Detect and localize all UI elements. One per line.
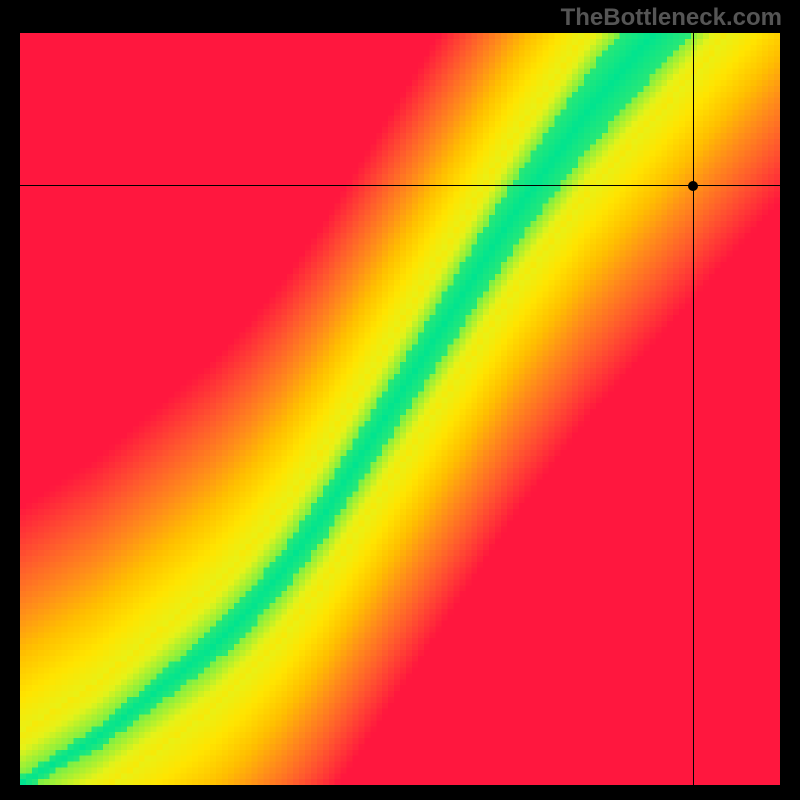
chart-container: TheBottleneck.com — [0, 0, 800, 800]
crosshair-horizontal — [20, 185, 780, 186]
crosshair-dot — [688, 181, 698, 191]
heatmap-canvas — [20, 33, 780, 785]
watermark-text: TheBottleneck.com — [561, 4, 782, 32]
crosshair-vertical — [693, 33, 694, 785]
heatmap-plot — [20, 33, 780, 785]
